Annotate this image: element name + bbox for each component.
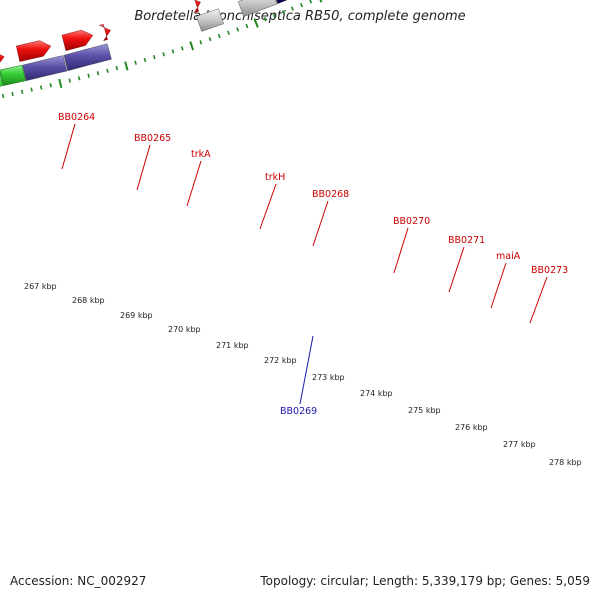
scale-label: 269 kbp [120, 311, 153, 320]
genome-stats-text: Topology: circular; Length: 5,339,179 bp… [260, 574, 590, 588]
gc-tick [77, 76, 81, 81]
gc-tick [217, 33, 221, 39]
gene-label[interactable]: BB0270 [393, 216, 430, 227]
cog-band [22, 55, 68, 81]
gc-tick [96, 71, 100, 76]
scale-label: 275 kbp [408, 406, 441, 415]
gc-tick [180, 46, 184, 51]
gc-tick [281, 10, 285, 15]
scale-label: 277 kbp [503, 440, 536, 449]
gc-tick [124, 61, 129, 71]
gene-leader-line [393, 227, 409, 274]
cds-forward-arrow [61, 29, 94, 51]
scale-label: 272 kbp [264, 356, 297, 365]
gc-tick [68, 78, 71, 83]
cds-forward-arrow [98, 23, 111, 42]
gc-tick [319, 0, 323, 3]
gc-tick [290, 6, 294, 11]
gc-tick [208, 37, 212, 42]
scale-ruler: 267 kbp 268 kbp 269 kbp 270 kbp 271 kbp 272 k… [1, 0, 582, 467]
scale-label: 268 kbp [72, 296, 105, 305]
scale-label: 278 kbp [549, 458, 582, 467]
gc-content-band [0, 64, 26, 86]
gc-tick [199, 40, 203, 45]
cog-band [196, 8, 224, 32]
gene-leader-line [186, 160, 202, 207]
gene-label[interactable]: trkH [265, 172, 285, 183]
gene-leader-line [448, 246, 465, 293]
gc-tick [309, 0, 313, 4]
gc-tick [49, 83, 52, 88]
gene-label[interactable]: BB0269 [280, 406, 317, 417]
gc-tick [189, 41, 195, 51]
gc-tick [1, 93, 5, 99]
gc-tick [134, 60, 137, 65]
cds-forward-arrow [193, 0, 201, 14]
gc-tick [245, 23, 249, 29]
gc-tick [20, 89, 24, 94]
cds-forward-arrow [16, 40, 52, 62]
gene-label[interactable]: BB0271 [448, 235, 485, 246]
gc-tick [143, 57, 147, 63]
scale-label: 274 kbp [360, 389, 393, 398]
gc-tick [162, 52, 165, 57]
accession-text: Accession: NC_002927 [10, 574, 147, 588]
scale-label: 271 kbp [216, 341, 249, 350]
gc-tick [152, 54, 156, 60]
gc-content-band [0, 71, 4, 87]
gc-tick [263, 17, 267, 22]
gc-tick [30, 87, 33, 92]
gc-tick [87, 73, 90, 78]
gene-leader-line [529, 276, 548, 324]
gene-leader-line [299, 335, 314, 405]
scale-label: 273 kbp [312, 373, 345, 382]
gc-tick [253, 18, 259, 28]
gene-label[interactable]: BB0265 [134, 133, 171, 144]
cog-band [237, 0, 278, 17]
cog-band [276, 0, 288, 4]
cog-band [63, 43, 112, 72]
gene-leader-line [61, 123, 76, 170]
gc-tick [227, 30, 230, 35]
gene-label[interactable]: maiA [496, 251, 521, 262]
feature-tracks [0, 0, 288, 87]
gc-tick [11, 91, 14, 97]
scale-label: 270 kbp [168, 325, 201, 334]
gc-tick [300, 2, 304, 8]
gene-leader-line [136, 144, 151, 191]
gene-label[interactable]: trkA [191, 149, 211, 160]
gc-tick [236, 27, 240, 32]
scale-label: 276 kbp [455, 423, 488, 432]
gene-label[interactable]: BB0273 [531, 265, 568, 276]
gene-label[interactable]: BB0268 [312, 189, 349, 200]
gene-leader-line [259, 183, 277, 230]
scale-label: 267 kbp [24, 282, 57, 291]
gene-leader-line [490, 262, 507, 309]
gene-label[interactable]: BB0264 [58, 112, 95, 123]
gc-tick [272, 13, 276, 18]
cds-forward-arrow [0, 54, 5, 63]
gc-tick [171, 49, 175, 54]
gc-tick [106, 68, 109, 73]
gc-tick [115, 65, 119, 71]
gene-leader-line [312, 200, 329, 247]
gc-tick [58, 78, 63, 89]
gene-label-layer: BB0264 BB0265 trkA trkH BB0268 BB0270 BB0271 ma… [58, 112, 568, 417]
gc-tick [39, 85, 43, 90]
